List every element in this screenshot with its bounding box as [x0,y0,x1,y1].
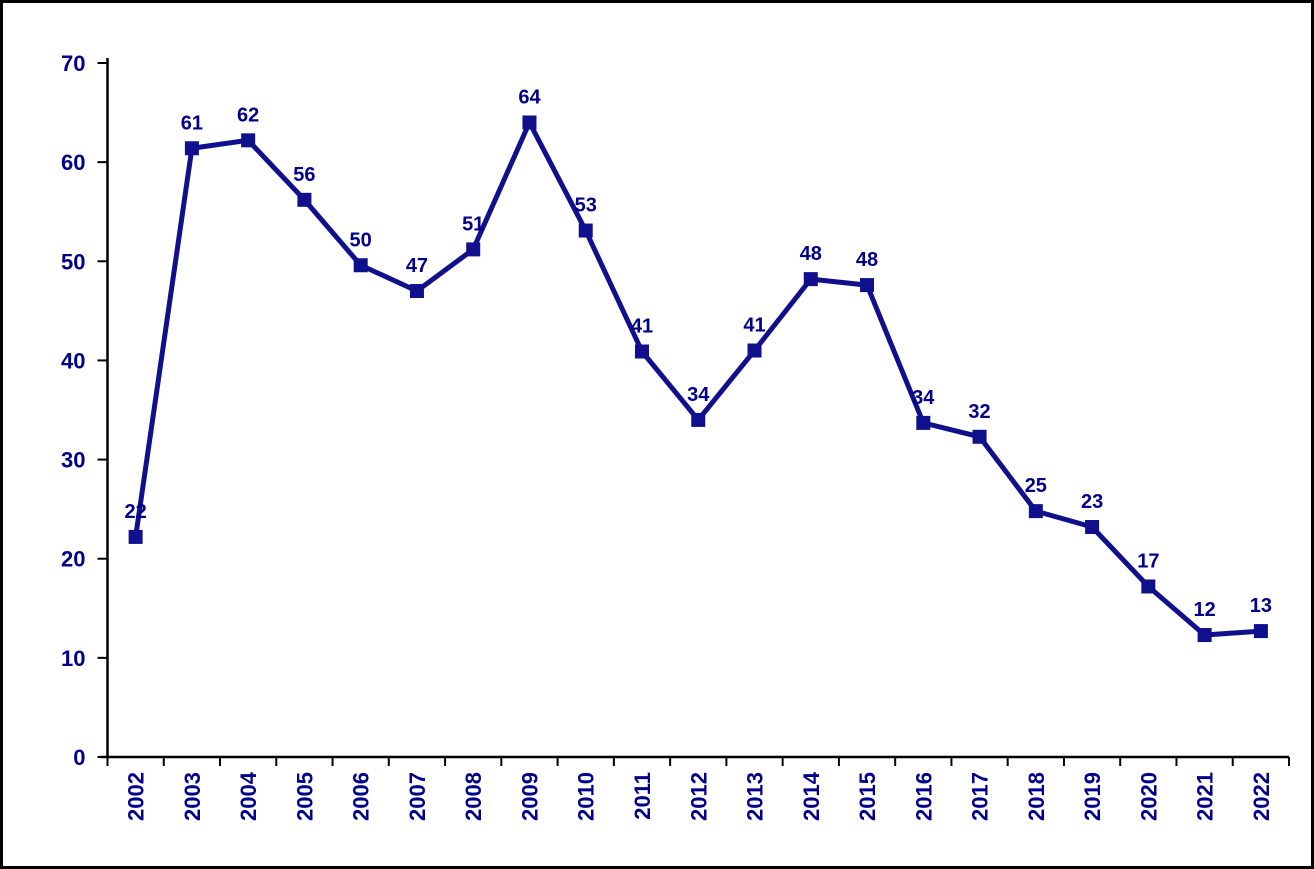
x-tick-label: 2005 [292,772,317,821]
data-point-marker [691,412,706,427]
x-tick-label: 2008 [461,772,486,821]
y-tick-label: 20 [61,547,85,572]
data-point-marker [241,133,256,148]
data-point-marker [128,529,143,544]
data-point-label: 64 [518,86,541,108]
y-tick-label: 50 [61,249,85,274]
x-tick-label: 2021 [1193,772,1218,821]
data-point-label: 22 [125,501,147,523]
y-tick-label: 30 [61,448,85,473]
data-point-label: 34 [912,387,935,409]
data-point-label: 61 [181,112,203,134]
data-point-marker [1197,628,1212,643]
data-point-label: 23 [1081,491,1103,513]
x-tick-label: 2015 [855,772,880,821]
data-point-label: 34 [687,384,710,406]
data-point-marker [409,284,424,299]
data-point-label: 13 [1250,595,1272,617]
x-tick-label: 2006 [349,772,374,821]
data-point-marker [634,344,649,359]
data-point-marker [1141,579,1156,594]
y-tick-label: 40 [61,348,85,373]
data-point-label: 41 [743,315,765,337]
x-tick-label: 2020 [1136,772,1161,821]
data-point-label: 25 [1025,475,1047,497]
y-tick-label: 10 [61,646,85,671]
data-point-marker [803,272,818,287]
data-point-label: 12 [1193,599,1215,621]
data-point-label: 48 [800,243,822,265]
x-tick-label: 2014 [799,771,824,821]
x-tick-label: 2016 [911,772,936,821]
x-tick-label: 2004 [236,771,261,821]
data-point-marker [1028,504,1043,519]
data-point-marker [522,115,537,130]
data-point-label: 48 [856,249,878,271]
x-tick-label: 2009 [517,772,542,821]
data-point-label: 50 [350,229,372,251]
data-point-label: 53 [575,195,597,217]
x-tick-label: 2003 [180,772,205,821]
data-point-marker [860,278,875,293]
data-point-marker [972,429,987,444]
data-point-label: 62 [237,104,259,126]
data-point-marker [916,415,931,430]
data-point-marker [747,343,762,358]
data-point-marker [297,192,312,207]
x-tick-label: 2010 [574,772,599,821]
x-tick-label: 2002 [124,772,149,821]
y-tick-label: 60 [61,150,85,175]
x-tick-label: 2013 [743,772,768,821]
data-point-marker [1085,519,1100,534]
data-point-label: 51 [462,213,484,235]
data-point-marker [578,223,593,238]
x-tick-label: 2019 [1080,772,1105,821]
data-point-marker [184,141,199,156]
data-point-marker [353,258,368,273]
x-tick-label: 2017 [968,772,993,821]
x-tick-label: 2012 [686,772,711,821]
x-tick-label: 2011 [630,772,655,820]
x-tick-label: 2022 [1249,772,1274,821]
data-point-label: 56 [293,164,315,186]
x-tick-label: 2007 [405,772,430,821]
data-point-label: 32 [968,401,990,423]
data-point-label: 47 [406,255,428,277]
data-point-marker [466,242,481,257]
data-point-label: 17 [1137,550,1159,572]
y-tick-label: 0 [73,745,85,770]
data-point-label: 41 [631,316,653,338]
data-point-marker [1253,624,1268,639]
x-tick-label: 2018 [1024,772,1049,821]
y-tick-label: 70 [61,51,85,76]
